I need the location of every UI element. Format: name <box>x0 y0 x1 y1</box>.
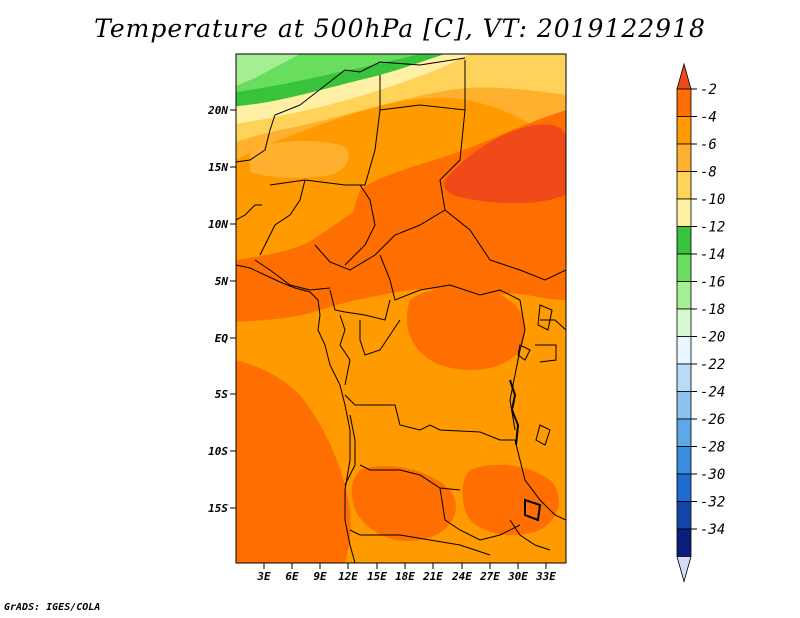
colorbar-label: -8 <box>700 165 717 181</box>
colorbar <box>676 62 692 583</box>
colorbar-label: -20 <box>700 330 725 346</box>
colorbar-label: -12 <box>700 220 725 236</box>
lat-labels: 20N 15N 10N 5N EQ 5S 10S 15S <box>207 104 228 515</box>
lon-ticks <box>263 563 547 569</box>
temperature-field <box>236 54 566 563</box>
chart-title: Temperature at 500hPa [C], VT: 201912291… <box>94 14 706 43</box>
lon-labels: 3E 6E 9E 12E 15E 18E 21E 24E 27E 30E 33E <box>256 570 556 583</box>
colorbar-segment <box>676 391 692 420</box>
grads-credit: GrADS: IGES/COLA <box>4 602 101 613</box>
colorbar-label: -10 <box>700 192 725 208</box>
colorbar-segment <box>676 528 692 557</box>
colorbar-segment <box>676 171 692 200</box>
lon-label-30e: 30E <box>507 570 528 583</box>
colorbar-label: -34 <box>700 522 725 538</box>
colorbar-label: -2 <box>700 82 717 98</box>
lon-label-3e: 3E <box>256 570 271 583</box>
lon-label-27e: 27E <box>479 570 500 583</box>
lon-label-33e: 33E <box>535 570 556 583</box>
colorbar-label: -6 <box>700 137 717 153</box>
colorbar-segment <box>676 418 692 447</box>
colorbar-segment <box>676 116 692 145</box>
colorbar-label: -16 <box>700 275 725 291</box>
colorbar-label: -26 <box>700 412 725 428</box>
lat-label-5s: 5S <box>215 388 229 401</box>
lat-ticks <box>230 109 236 509</box>
colorbar-segment <box>676 473 692 502</box>
colorbar-label: -18 <box>700 302 725 318</box>
colorbar-labels: -2 -4 -6 -8 -10 -12 -14 -16 -18 -20 -22 -24 -26 -28 -3… <box>691 82 725 538</box>
colorbar-segment <box>676 88 692 117</box>
colorbar-label: -14 <box>700 247 725 263</box>
colorbar-label: -28 <box>700 440 725 456</box>
colorbar-segment <box>676 363 692 392</box>
lon-label-15e: 15E <box>367 570 387 583</box>
colorbar-bottom-triangle <box>676 556 692 583</box>
colorbar-label: -24 <box>700 385 725 401</box>
lon-label-12e: 12E <box>338 570 358 583</box>
colorbar-label: -32 <box>700 495 725 511</box>
lat-label-15n: 15N <box>208 161 228 174</box>
lon-label-6e: 6E <box>285 570 299 583</box>
colorbar-segment <box>676 308 692 337</box>
colorbar-segment <box>676 253 692 282</box>
lat-label-20n: 20N <box>207 104 228 117</box>
colorbar-segment <box>676 446 692 475</box>
lon-label-18e: 18E <box>395 570 415 583</box>
country-borders <box>236 54 566 563</box>
colorbar-segment <box>676 198 692 227</box>
colorbar-segment <box>676 226 692 255</box>
lat-label-10n: 10N <box>208 218 228 231</box>
lat-label-10s: 10S <box>208 445 228 458</box>
lat-label-eq: EQ <box>215 332 229 345</box>
lon-label-21e: 21E <box>422 570 443 583</box>
lon-label-24e: 24E <box>451 570 472 583</box>
lat-label-15s: 15S <box>208 502 228 515</box>
colorbar-segment <box>676 281 692 310</box>
colorbar-label: -4 <box>700 110 717 126</box>
map-frame <box>235 53 567 564</box>
colorbar-segment <box>676 143 692 172</box>
lon-label-9e: 9E <box>313 570 327 583</box>
colorbar-segment <box>676 501 692 530</box>
colorbar-label: -22 <box>700 357 725 373</box>
lat-label-5n: 5N <box>215 275 229 288</box>
colorbar-label: -30 <box>700 467 725 483</box>
colorbar-segment <box>676 336 692 365</box>
colorbar-top-triangle <box>676 62 692 90</box>
